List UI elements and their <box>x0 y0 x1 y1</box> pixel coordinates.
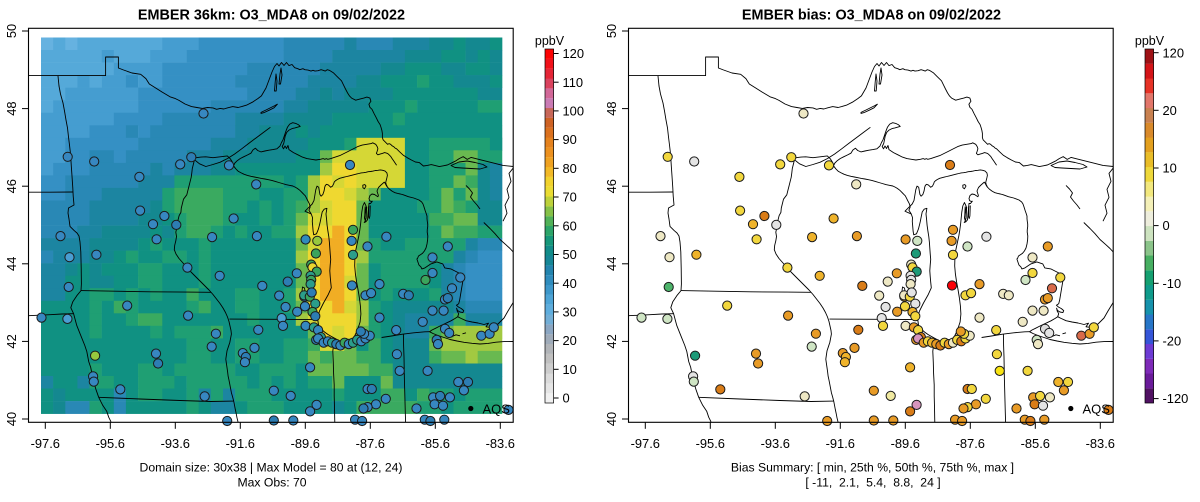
svg-text:-85.6: -85.6 <box>421 436 450 451</box>
svg-text:-10: -10 <box>1163 276 1182 291</box>
svg-text:60: 60 <box>563 218 577 233</box>
svg-text:40: 40 <box>604 412 619 426</box>
svg-text:-93.6: -93.6 <box>161 436 190 451</box>
svg-text:-20: -20 <box>1163 334 1182 349</box>
svg-text:48: 48 <box>4 101 19 115</box>
svg-text:40: 40 <box>4 412 19 426</box>
svg-text:50: 50 <box>563 247 577 262</box>
svg-text:Domain size: 30x38 | Max Model: Domain size: 30x38 | Max Model = 80 at (… <box>140 461 403 475</box>
svg-text:EMBER bias: O3_MDA8 on 09/02/2: EMBER bias: O3_MDA8 on 09/02/2022 <box>742 8 1001 24</box>
svg-text:-87.6: -87.6 <box>356 436 385 451</box>
svg-text:-95.6: -95.6 <box>96 436 125 451</box>
svg-text:AQS: AQS <box>483 402 511 417</box>
svg-text:10: 10 <box>1163 161 1177 176</box>
svg-text:[ -11, 2.1, 5.4, 8.8, 24 ]: [ -11, 2.1, 5.4, 8.8, 24 ] <box>805 476 940 490</box>
svg-text:120: 120 <box>1163 45 1185 60</box>
svg-text:-85.6: -85.6 <box>1021 436 1050 451</box>
svg-text:AQS: AQS <box>1083 402 1111 417</box>
svg-text:42: 42 <box>4 334 19 348</box>
svg-text:90: 90 <box>563 132 577 147</box>
svg-text:70: 70 <box>563 190 577 205</box>
svg-text:0: 0 <box>1163 218 1170 233</box>
svg-text:110: 110 <box>563 75 584 90</box>
svg-text:20: 20 <box>563 333 577 348</box>
svg-text:44: 44 <box>604 257 619 271</box>
svg-text:80: 80 <box>563 161 577 176</box>
svg-text:100: 100 <box>563 104 585 119</box>
svg-text:-93.6: -93.6 <box>761 436 790 451</box>
svg-text:-89.6: -89.6 <box>291 436 320 451</box>
svg-text:-120: -120 <box>1163 391 1189 406</box>
svg-text:44: 44 <box>4 257 19 271</box>
svg-text:48: 48 <box>604 101 619 115</box>
svg-text:-89.6: -89.6 <box>891 436 920 451</box>
svg-text:30: 30 <box>563 305 577 320</box>
svg-text:-91.6: -91.6 <box>826 436 855 451</box>
svg-text:ppbV: ppbV <box>535 34 565 48</box>
svg-text:-91.6: -91.6 <box>226 436 255 451</box>
svg-text:-97.6: -97.6 <box>631 436 660 451</box>
svg-text:46: 46 <box>4 179 19 193</box>
svg-text:EMBER 36km: O3_MDA8 on 09/02/2: EMBER 36km: O3_MDA8 on 09/02/2022 <box>138 8 405 24</box>
svg-text:46: 46 <box>604 179 619 193</box>
svg-text:Max Obs: 70: Max Obs: 70 <box>237 476 306 490</box>
svg-text:50: 50 <box>4 24 19 38</box>
svg-text:0: 0 <box>563 391 570 406</box>
svg-text:120: 120 <box>563 46 585 61</box>
svg-text:-97.6: -97.6 <box>31 436 60 451</box>
svg-text:50: 50 <box>604 24 619 38</box>
svg-text:20: 20 <box>1163 103 1177 118</box>
svg-text:42: 42 <box>604 334 619 348</box>
svg-text:40: 40 <box>563 276 577 291</box>
svg-text:-95.6: -95.6 <box>696 436 725 451</box>
svg-text:10: 10 <box>563 362 577 377</box>
svg-text:-87.6: -87.6 <box>956 436 985 451</box>
svg-text:-83.6: -83.6 <box>1086 436 1115 451</box>
svg-text:Bias Summary: [ min, 25th %, 5: Bias Summary: [ min, 25th %, 50th %, 75t… <box>731 461 1014 475</box>
svg-text:-83.6: -83.6 <box>486 436 515 451</box>
svg-text:ppbV: ppbV <box>1135 34 1165 48</box>
